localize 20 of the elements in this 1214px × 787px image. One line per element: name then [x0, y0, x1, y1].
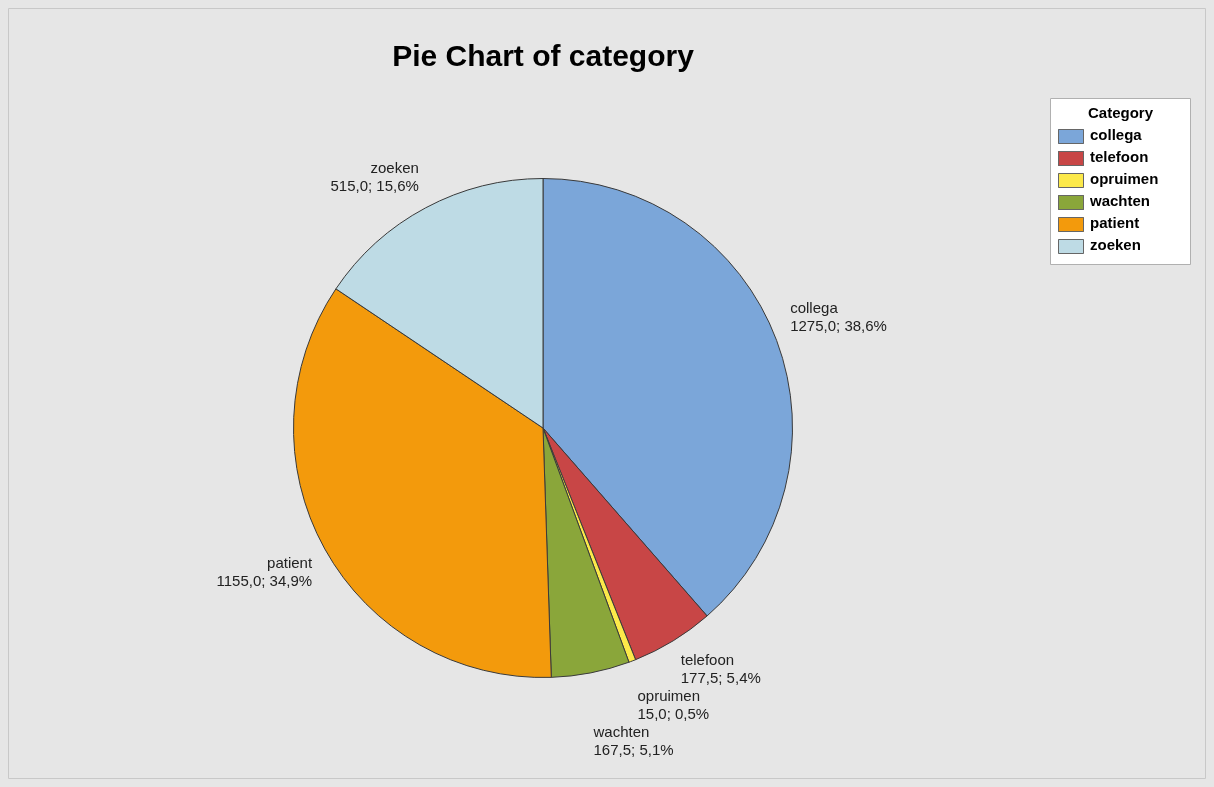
legend-label: telefoon: [1090, 148, 1149, 166]
legend-label: wachten: [1089, 192, 1151, 210]
chart-title: Pie Chart of category: [392, 39, 695, 73]
data-label: 515,0; 15,6%: [330, 176, 419, 194]
data-label: 1155,0; 34,9%: [216, 571, 313, 589]
data-label: 15,0; 0,5%: [637, 704, 710, 722]
slice-label: zoeken: [370, 158, 419, 176]
legend-label: patient: [1090, 214, 1140, 232]
legend-label: opruimen: [1090, 170, 1159, 188]
legend-title: Category: [1088, 104, 1154, 122]
data-label: 1275,0; 38,6%: [790, 316, 887, 334]
slice-label: telefoon: [680, 650, 735, 668]
data-label: 177,5; 5,4%: [680, 668, 761, 686]
slice-label: collega: [790, 298, 839, 316]
legend-label: collega: [1090, 126, 1143, 144]
data-label: 167,5; 5,1%: [593, 740, 674, 758]
slice-label: patient: [267, 553, 313, 571]
legend-label: zoeken: [1090, 236, 1141, 254]
slice-label: wachten: [592, 722, 650, 740]
slice-label: opruimen: [637, 686, 701, 704]
